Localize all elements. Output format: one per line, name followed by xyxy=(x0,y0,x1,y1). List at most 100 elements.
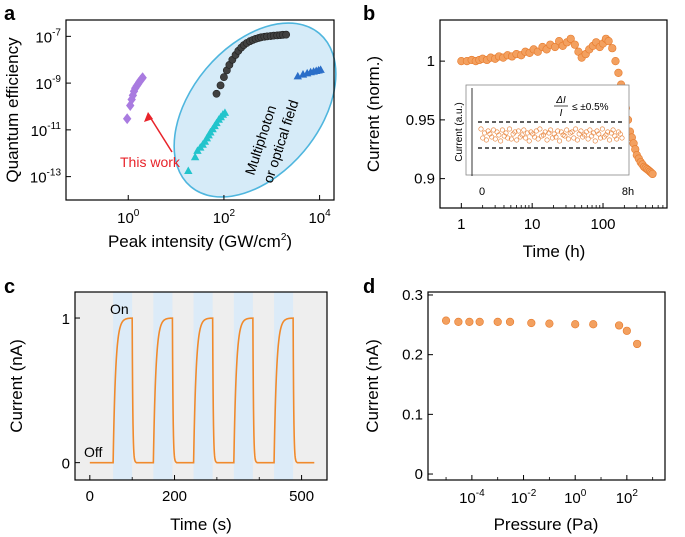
inset-point xyxy=(544,137,550,143)
this-work-label: This work xyxy=(120,154,181,170)
panel-label-c: c xyxy=(4,276,15,298)
inset-point xyxy=(505,135,511,141)
stability-point xyxy=(614,68,623,77)
pressure-point xyxy=(622,326,631,335)
inset-point xyxy=(617,131,623,137)
inset-point xyxy=(478,126,484,132)
inset-point xyxy=(555,128,561,134)
inset-point xyxy=(494,129,500,135)
y-tick-label: 10-9 xyxy=(35,74,61,93)
panel-b-chart: 0 8h Current (a.u.) ΔI I ≤ ±0.5% 1 10 100 0.9 0.9… xyxy=(364,19,668,261)
panel-c-frame xyxy=(74,291,328,481)
inset-point xyxy=(499,127,505,133)
series-1-point xyxy=(282,30,291,39)
panel-d-xlabel: Pressure (Pa) xyxy=(494,515,599,534)
x-tick-label: 10 xyxy=(524,216,541,233)
inset-point xyxy=(483,137,489,143)
panel-label-a: a xyxy=(4,3,16,25)
inset-point xyxy=(582,132,588,138)
inset-annotation-bound: ≤ ±0.5% xyxy=(572,102,609,113)
series-1-point xyxy=(220,73,228,82)
series-1-point xyxy=(216,81,225,90)
series-2-point xyxy=(184,166,193,175)
series-1-point xyxy=(212,89,221,98)
panel-b-xlabel: Time (h) xyxy=(523,242,586,261)
x-tick-label: 100 xyxy=(591,216,616,233)
y-tick-label: 0.9 xyxy=(414,171,435,188)
x-tick-label: 100 xyxy=(117,208,140,227)
inset-point xyxy=(521,127,527,133)
y-tick-label: 0 xyxy=(62,456,70,473)
pressure-point xyxy=(454,317,463,326)
off-label: Off xyxy=(84,444,103,460)
inset-point xyxy=(578,128,584,134)
panel-a-frame xyxy=(65,19,335,201)
inset-point xyxy=(515,128,521,134)
inset-point xyxy=(576,131,582,137)
inset-point xyxy=(557,138,563,144)
stability-point xyxy=(566,34,575,43)
inset-tick-0: 0 xyxy=(479,186,485,198)
series-0-point xyxy=(122,113,132,125)
series-0-point xyxy=(138,72,147,84)
y-tick-label: 0.1 xyxy=(402,406,423,423)
inset-point xyxy=(492,136,498,142)
inset-point xyxy=(605,129,611,135)
y-tick-label: 1 xyxy=(427,53,435,70)
multiphoton-region-ellipse xyxy=(173,22,337,198)
this-work-arrow xyxy=(149,116,173,153)
stability-point xyxy=(648,169,657,179)
pressure-point xyxy=(633,339,642,349)
panel-a-ylabel: Quantum efficiency xyxy=(3,37,22,183)
panel-c-xlabel: Time (s) xyxy=(170,515,232,534)
inset-point xyxy=(574,137,580,143)
inset-annotation-numerator: ΔI xyxy=(555,95,566,106)
inset-point xyxy=(549,135,555,141)
x-tick-label: 0 xyxy=(86,488,94,505)
pressure-point xyxy=(465,317,474,326)
panel-d-chart: 10-4 10-2 100 102 0 0.1 0.2 0.3 Pressure (Pa) C… xyxy=(363,287,666,534)
y-tick-label: 0 xyxy=(415,466,423,483)
this-work-arrowhead xyxy=(144,112,153,122)
inset-point xyxy=(551,131,557,137)
inset-point xyxy=(607,137,613,143)
inset-point xyxy=(585,136,591,142)
stability-point xyxy=(604,37,613,46)
inset-point xyxy=(564,127,570,133)
series-0-point xyxy=(126,100,135,111)
inset-point xyxy=(535,136,541,142)
pressure-point xyxy=(441,316,451,325)
inset-point xyxy=(592,138,598,144)
inset-point xyxy=(553,134,559,140)
panel-label-d: d xyxy=(363,276,375,298)
y-tick-label: 10-7 xyxy=(35,27,61,46)
inset-point xyxy=(485,128,491,134)
inset-point xyxy=(526,138,532,144)
current-trace xyxy=(89,317,315,464)
inset-frame xyxy=(465,84,630,176)
x-tick-label: 104 xyxy=(308,208,331,227)
panel-a-xlabel: Peak intensity (GW/cm2) xyxy=(108,232,292,251)
inset-point xyxy=(512,129,518,135)
pressure-point xyxy=(614,321,624,330)
panel-a-chart: This work Multiphoton or optical field 1… xyxy=(3,19,337,251)
series-2-point xyxy=(220,108,230,116)
inset-point xyxy=(546,130,552,136)
inset-point xyxy=(608,130,614,136)
y-tick-label: 0.2 xyxy=(402,347,423,364)
inset-point xyxy=(540,132,546,138)
inset-point xyxy=(599,126,605,132)
x-tick-label: 102 xyxy=(616,488,639,507)
series-3-point xyxy=(316,65,325,73)
inset-point xyxy=(514,137,520,143)
inset-point xyxy=(565,136,571,142)
pressure-point xyxy=(589,320,598,329)
inset-point xyxy=(542,129,548,135)
stability-point xyxy=(550,42,560,52)
panel-b-ylabel: Current (norm.) xyxy=(364,56,383,172)
inset-point xyxy=(548,127,554,133)
panel-d-frame xyxy=(427,291,666,481)
inset-point xyxy=(507,126,513,132)
inset-point xyxy=(612,133,618,139)
inset-point xyxy=(573,126,579,132)
